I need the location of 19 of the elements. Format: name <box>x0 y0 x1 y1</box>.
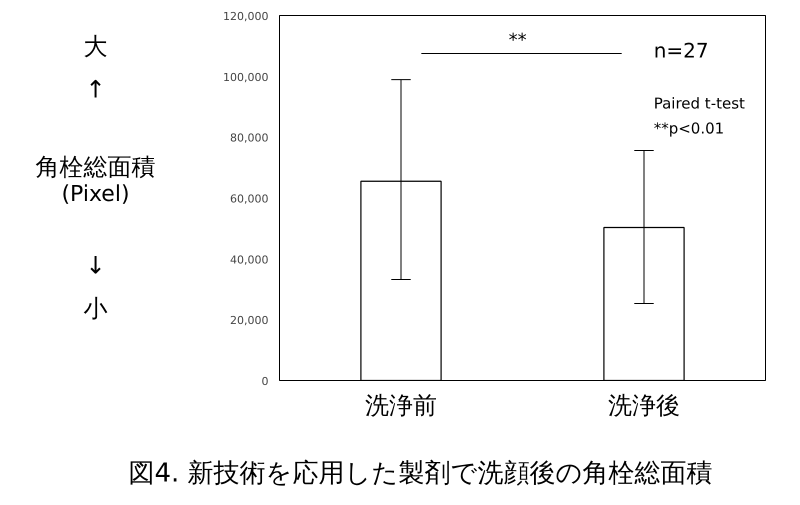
y-tick-label: 60,000 <box>230 192 269 206</box>
text: ↑ <box>85 75 106 104</box>
x-tick-label: 洗浄後 <box>608 392 680 420</box>
y-tick-label: 0 <box>262 375 268 388</box>
annotation: Paired t-test <box>654 94 746 112</box>
text: 図4. 新技術を応用した製剤で洗顔後の角栓総面積 <box>128 458 713 488</box>
x-tick-label: 洗浄前 <box>365 392 437 420</box>
y-tick-label: 100,000 <box>223 70 269 84</box>
text: 大 <box>84 32 108 61</box>
y-tick-label: 80,000 <box>230 132 269 145</box>
y-tick-label: 40,000 <box>230 253 269 266</box>
y-tick-label: 20,000 <box>230 314 269 328</box>
annotation: **p<0.01 <box>654 120 724 138</box>
text: 小 <box>84 294 108 322</box>
y-axis-title: 角栓総面積 (Pixel) <box>36 153 156 207</box>
annotation: n=27 <box>654 38 709 62</box>
annotation: ** <box>508 30 527 51</box>
text: ↓ <box>85 252 106 280</box>
y-tick-label: 120,000 <box>223 10 269 23</box>
